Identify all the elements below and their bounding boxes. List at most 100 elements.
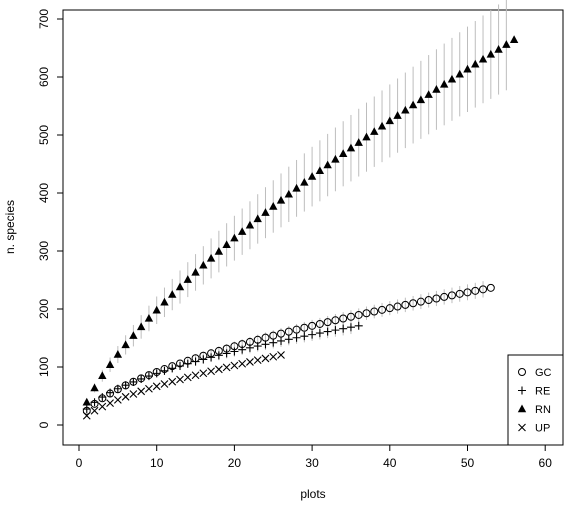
point-rn	[175, 282, 185, 291]
legend: GC RE RN UP	[507, 354, 564, 446]
legend-box	[507, 354, 564, 446]
y-tick-label: 300	[37, 241, 51, 261]
point-up	[82, 411, 91, 420]
point-re	[168, 364, 177, 373]
point-rn	[199, 260, 208, 269]
point-re	[183, 359, 192, 368]
legend-marker-up	[518, 423, 526, 432]
y-tick-label: 700	[37, 9, 51, 29]
point-gc	[432, 294, 441, 303]
point-up	[191, 371, 200, 380]
point-re	[245, 343, 254, 352]
y-tick-label: 600	[37, 67, 51, 87]
point-gc	[447, 291, 456, 300]
point-rn	[90, 383, 99, 392]
point-rn	[113, 350, 123, 358]
point-re	[315, 329, 324, 338]
point-gc	[300, 323, 309, 332]
point-gc	[354, 310, 363, 319]
point-re	[269, 338, 278, 347]
point-rn	[276, 195, 286, 204]
legend-label-rn: RN	[535, 404, 551, 416]
point-re	[207, 353, 216, 362]
point-rn	[214, 247, 224, 255]
point-rn	[129, 331, 138, 339]
point-re	[346, 323, 355, 332]
point-up	[152, 382, 161, 391]
data-points	[82, 35, 519, 420]
point-rn	[502, 40, 511, 48]
point-gc	[409, 299, 418, 308]
point-up	[176, 375, 184, 384]
legend-label-up: UP	[535, 423, 550, 435]
point-gc	[346, 312, 355, 321]
point-rn	[269, 201, 278, 210]
point-re	[129, 377, 138, 386]
x-tick-label: 30	[305, 456, 319, 470]
point-rn	[183, 275, 192, 283]
point-gc	[424, 296, 433, 305]
point-up	[230, 361, 239, 370]
point-re	[160, 366, 169, 375]
point-re	[90, 398, 99, 407]
point-gc	[486, 283, 495, 292]
legend-label-re: RE	[535, 386, 550, 398]
point-gc	[339, 314, 348, 323]
point-up	[145, 384, 153, 393]
point-rn	[300, 177, 309, 186]
point-rn	[362, 132, 371, 141]
point-rn	[261, 208, 270, 216]
point-re	[238, 345, 247, 354]
point-gc	[416, 297, 425, 306]
point-re	[214, 351, 223, 360]
y-tick-label: 500	[37, 125, 51, 145]
point-gc	[401, 300, 410, 309]
point-rn	[168, 290, 177, 298]
x-tick-label: 20	[228, 456, 242, 470]
point-re	[261, 340, 270, 349]
point-rn	[385, 116, 394, 125]
point-rn	[455, 69, 464, 78]
point-rn	[393, 111, 402, 119]
point-up	[129, 390, 138, 398]
point-rn	[160, 297, 169, 306]
point-re	[82, 405, 91, 414]
point-gc	[323, 318, 332, 327]
point-re	[284, 335, 293, 344]
point-re	[191, 357, 200, 366]
point-rn	[82, 397, 91, 406]
point-up	[168, 377, 177, 386]
point-rn	[152, 305, 161, 314]
point-re	[253, 342, 262, 351]
point-up	[121, 392, 130, 401]
point-re	[277, 336, 286, 345]
x-tick-label: 50	[461, 456, 475, 470]
point-rn	[377, 121, 387, 130]
point-up	[238, 359, 247, 368]
point-gc	[284, 327, 293, 336]
point-re	[331, 326, 340, 335]
point-rn	[222, 240, 231, 249]
point-rn	[432, 85, 441, 93]
point-up	[137, 387, 146, 396]
point-rn	[144, 313, 154, 322]
y-axis: 0 100 200 300 400 500 600 700	[37, 9, 64, 428]
point-rn	[370, 127, 379, 135]
point-rn	[471, 59, 480, 68]
point-re	[300, 332, 309, 341]
point-rn	[478, 54, 488, 63]
point-rn	[323, 160, 332, 169]
point-rn	[98, 371, 107, 379]
legend-marker-gc	[518, 368, 526, 376]
point-rn	[245, 220, 255, 229]
point-up	[222, 363, 231, 372]
point-re	[121, 381, 130, 390]
x-tick-label: 60	[539, 456, 553, 470]
point-up	[269, 352, 278, 361]
point-rn	[354, 138, 363, 146]
y-tick-label: 400	[37, 183, 51, 203]
point-rn	[424, 90, 433, 98]
point-rn	[136, 322, 146, 331]
point-rn	[237, 227, 247, 235]
point-rn	[463, 64, 472, 73]
